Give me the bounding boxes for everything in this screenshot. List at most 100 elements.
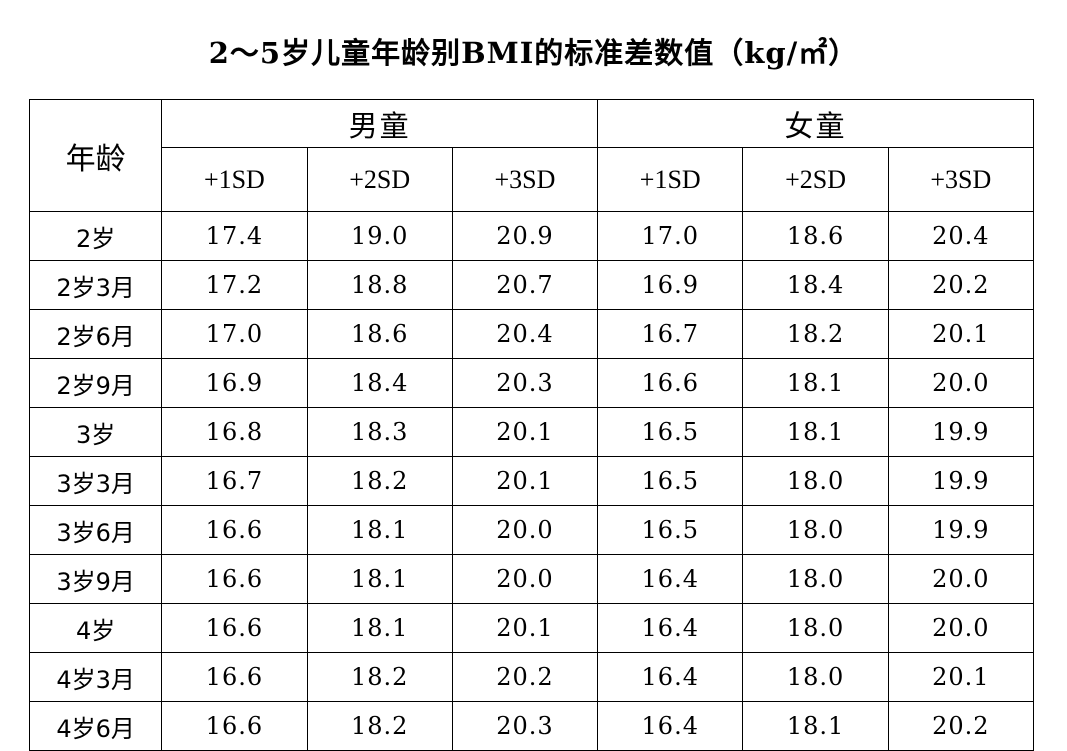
table-row: 4岁3月 16.6 18.2 20.2 16.4 18.0 20.1	[28, 652, 1035, 702]
bmi-value-cell: 18.8	[306, 260, 453, 310]
table-row: 2岁 17.4 19.0 20.9 17.0 18.6 20.4	[28, 211, 1035, 261]
age-cell: 4岁	[28, 603, 163, 653]
age-cell: 2岁9月	[28, 358, 163, 408]
bmi-value-cell: 20.4	[451, 309, 599, 359]
bmi-value-cell: 16.6	[161, 652, 308, 702]
bmi-value-cell: 17.0	[597, 211, 744, 261]
bmi-value-cell: 20.0	[887, 358, 1035, 408]
bmi-value-cell: 17.4	[161, 211, 308, 261]
bmi-value-cell: 18.0	[742, 456, 889, 506]
girls-plus3sd-header: +3SD	[887, 147, 1035, 212]
table-row: 4岁 16.6 18.1 20.1 16.4 18.0 20.0	[28, 603, 1035, 653]
bmi-value-cell: 16.6	[161, 701, 308, 751]
bmi-value-cell: 18.2	[306, 701, 453, 751]
table-row: 4岁6月 16.6 18.2 20.3 16.4 18.1 20.2	[28, 701, 1035, 751]
bmi-value-cell: 16.6	[161, 554, 308, 604]
age-cell: 3岁9月	[28, 554, 163, 604]
boys-group-header: 男童	[161, 99, 599, 148]
age-cell: 2岁	[28, 211, 163, 261]
bmi-value-cell: 16.6	[161, 505, 308, 555]
bmi-value-cell: 16.9	[161, 358, 308, 408]
bmi-value-cell: 18.1	[742, 701, 889, 751]
bmi-value-cell: 18.0	[742, 603, 889, 653]
age-cell: 4岁6月	[28, 701, 163, 751]
girls-plus2sd-header: +2SD	[742, 147, 889, 212]
bmi-value-cell: 18.3	[306, 407, 453, 457]
table-row: 3岁9月 16.6 18.1 20.0 16.4 18.0 20.0	[28, 554, 1035, 604]
page-title: 2～5岁儿童年龄别BMI的标准差数值（kg/㎡）	[208, 36, 859, 70]
bmi-value-cell: 16.4	[597, 603, 744, 653]
table-row: 2岁3月 17.2 18.8 20.7 16.9 18.4 20.2	[28, 260, 1035, 310]
bmi-value-cell: 20.1	[887, 309, 1035, 359]
table-row: 2岁6月 17.0 18.6 20.4 16.7 18.2 20.1	[28, 309, 1035, 359]
bmi-value-cell: 16.6	[161, 603, 308, 653]
bmi-value-cell: 20.2	[887, 260, 1035, 310]
bmi-value-cell: 18.6	[306, 309, 453, 359]
bmi-value-cell: 20.9	[451, 211, 599, 261]
table-row: 3岁3月 16.7 18.2 20.1 16.5 18.0 19.9	[28, 456, 1035, 506]
bmi-value-cell: 16.5	[597, 456, 744, 506]
girls-plus1sd-header: +1SD	[597, 147, 744, 212]
age-cell: 2岁6月	[28, 309, 163, 359]
bmi-value-cell: 16.7	[161, 456, 308, 506]
bmi-value-cell: 20.1	[451, 456, 599, 506]
bmi-value-cell: 18.0	[742, 554, 889, 604]
bmi-value-cell: 18.1	[306, 505, 453, 555]
bmi-value-cell: 19.9	[887, 407, 1035, 457]
bmi-value-cell: 16.5	[597, 407, 744, 457]
bmi-value-cell: 18.2	[306, 652, 453, 702]
bmi-value-cell: 20.0	[887, 554, 1035, 604]
bmi-value-cell: 16.8	[161, 407, 308, 457]
bmi-value-cell: 16.5	[597, 505, 744, 555]
bmi-value-cell: 18.4	[742, 260, 889, 310]
bmi-value-cell: 20.0	[887, 603, 1035, 653]
age-cell: 3岁3月	[28, 456, 163, 506]
table-subheader-row: +1SD +2SD +3SD +1SD +2SD +3SD	[30, 147, 1035, 212]
bmi-value-cell: 16.4	[597, 701, 744, 751]
table-row: 3岁6月 16.6 18.1 20.0 16.5 18.0 19.9	[28, 505, 1035, 555]
bmi-value-cell: 20.7	[451, 260, 599, 310]
bmi-value-cell: 17.0	[161, 309, 308, 359]
bmi-value-cell: 18.1	[742, 407, 889, 457]
bmi-value-cell: 20.0	[451, 505, 599, 555]
age-cell: 3岁6月	[28, 505, 163, 555]
bmi-value-cell: 18.2	[742, 309, 889, 359]
bmi-value-cell: 16.4	[597, 652, 744, 702]
table-row: 2岁9月 16.9 18.4 20.3 16.6 18.1 20.0	[28, 358, 1035, 408]
bmi-value-cell: 20.3	[451, 701, 599, 751]
bmi-value-cell: 16.4	[597, 554, 744, 604]
table-header-row: 年龄 男童 女童	[28, 99, 1034, 212]
bmi-value-cell: 18.2	[306, 456, 453, 506]
bmi-value-cell: 20.2	[887, 701, 1035, 751]
bmi-value-cell: 19.9	[887, 505, 1035, 555]
bmi-value-cell: 18.4	[306, 358, 453, 408]
bmi-value-cell: 19.9	[887, 456, 1035, 506]
bmi-value-cell: 18.0	[742, 505, 889, 555]
bmi-value-cell: 18.1	[306, 603, 453, 653]
age-cell: 4岁3月	[28, 652, 163, 702]
age-cell: 2岁3月	[28, 260, 163, 310]
bmi-value-cell: 20.1	[451, 603, 599, 653]
bmi-value-cell: 18.6	[742, 211, 889, 261]
bmi-value-cell: 20.4	[887, 211, 1035, 261]
age-column-header: 年龄	[28, 99, 163, 212]
bmi-table: 年龄 男童 女童 +1SD +2SD +3SD +1SD +2SD +3SD 2…	[28, 99, 1035, 751]
bmi-value-cell: 17.2	[161, 260, 308, 310]
bmi-value-cell: 18.1	[306, 554, 453, 604]
bmi-value-cell: 16.6	[597, 358, 744, 408]
girls-group-header: 女童	[597, 99, 1034, 148]
boys-plus2sd-header: +2SD	[306, 147, 453, 212]
bmi-value-cell: 20.0	[451, 554, 599, 604]
bmi-value-cell: 18.0	[742, 652, 889, 702]
bmi-value-cell: 20.1	[451, 407, 599, 457]
bmi-value-cell: 16.7	[597, 309, 744, 359]
boys-plus3sd-header: +3SD	[451, 147, 599, 212]
bmi-value-cell: 18.1	[742, 358, 889, 408]
bmi-value-cell: 16.9	[597, 260, 744, 310]
age-cell: 3岁	[28, 407, 163, 457]
boys-plus1sd-header: +1SD	[161, 147, 308, 212]
bmi-value-cell: 20.1	[887, 652, 1035, 702]
bmi-value-cell: 20.2	[451, 652, 599, 702]
table-row: 3岁 16.8 18.3 20.1 16.5 18.1 19.9	[28, 407, 1035, 457]
bmi-value-cell: 20.3	[451, 358, 599, 408]
